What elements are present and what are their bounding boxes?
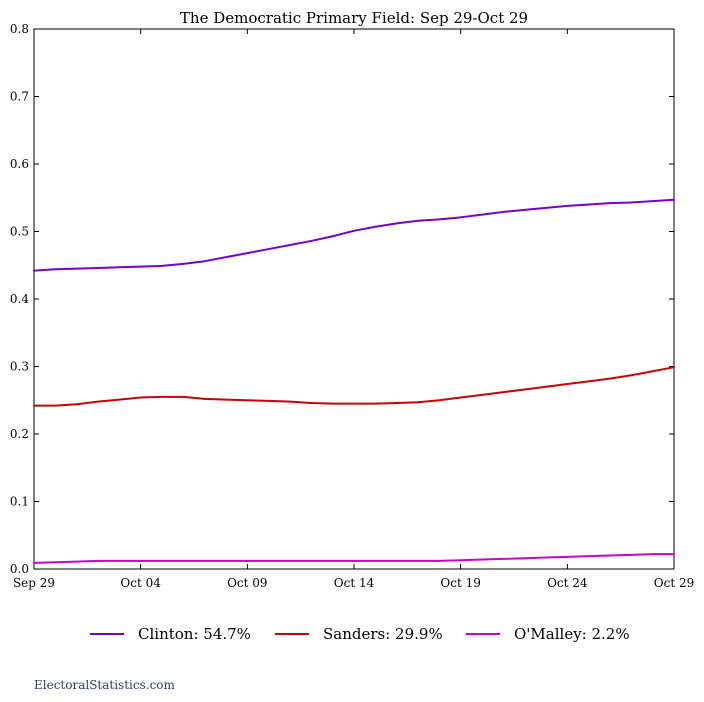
y-tick-label: 0.1 <box>10 495 29 509</box>
y-tick-label: 0.8 <box>10 22 29 36</box>
x-tick-label: Oct 09 <box>227 576 267 590</box>
x-tick-label: Oct 14 <box>334 576 375 590</box>
legend-label-clinton: Clinton: 54.7% <box>138 625 251 643</box>
x-tick-label: Oct 29 <box>654 576 694 590</box>
y-tick-label: 0.5 <box>10 225 29 239</box>
y-tick-label: 0.7 <box>10 90 29 104</box>
y-tick-label: 0.4 <box>10 292 29 306</box>
series-line-omalley <box>33 553 675 564</box>
y-axis: 0.0 0.1 0.2 0.3 0.4 0.5 0.6 0.7 0.8 <box>10 22 674 576</box>
legend: Clinton: 54.7% Sanders: 29.9% O'Malley: … <box>0 622 704 646</box>
line-chart: The Democratic Primary Field: Sep 29-Oct… <box>10 9 694 590</box>
source-credit: ElectoralStatistics.com <box>34 678 175 692</box>
series-line-clinton <box>33 198 675 272</box>
legend-swatch-omalley <box>466 633 500 635</box>
x-tick-label: Oct 19 <box>440 576 480 590</box>
y-tick-label: 0.6 <box>10 157 29 171</box>
plot-area <box>33 28 675 570</box>
legend-swatch-clinton <box>90 633 124 635</box>
legend-item-clinton: Clinton: 54.7% <box>90 622 251 646</box>
legend-item-omalley: O'Malley: 2.2% <box>466 622 630 646</box>
legend-item-sanders: Sanders: 29.9% <box>275 622 443 646</box>
y-tick-label: 0.0 <box>10 562 29 576</box>
x-axis: Sep 29 Oct 04 Oct 09 Oct 14 Oct 19 Oct 24 Oct … <box>13 29 694 590</box>
x-tick-label: Oct 24 <box>547 576 588 590</box>
legend-swatch-sanders <box>275 633 309 635</box>
series-layer <box>33 198 675 564</box>
x-tick-label: Sep 29 <box>13 576 55 590</box>
y-tick-label: 0.2 <box>10 427 29 441</box>
series-line-sanders <box>33 366 675 407</box>
x-tick-label: Oct 04 <box>120 576 161 590</box>
legend-label-sanders: Sanders: 29.9% <box>323 625 443 643</box>
y-tick-label: 0.3 <box>10 360 29 374</box>
legend-label-omalley: O'Malley: 2.2% <box>514 625 630 643</box>
chart-title: The Democratic Primary Field: Sep 29-Oct… <box>180 9 528 27</box>
